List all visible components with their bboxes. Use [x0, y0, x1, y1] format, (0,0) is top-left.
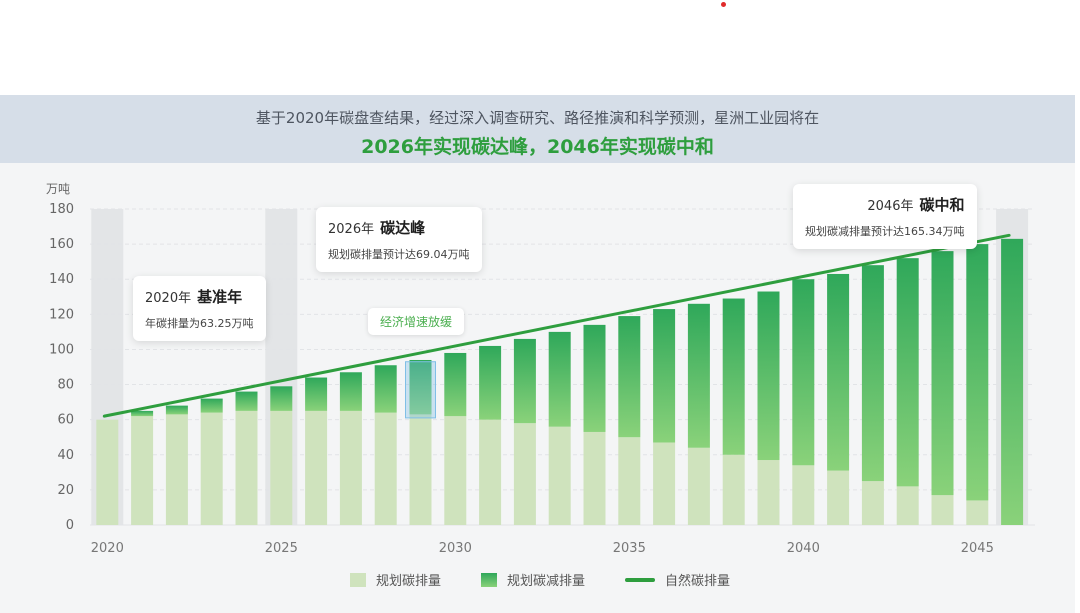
bar-reduction-2029 — [409, 359, 432, 415]
x-tick-label: 2030 — [439, 541, 472, 556]
bar-planned-2040 — [792, 465, 815, 525]
neutral-title: 碳中和 — [919, 196, 965, 214]
banner-subtitle: 基于2020年碳盘查结果，经过深入调查研究、路径推演和科学预测，星洲工业园将在 — [255, 109, 820, 127]
bar-reduction-2030 — [444, 352, 467, 417]
peak-title: 碳达峰 — [380, 219, 426, 237]
slowdown-highlight-box — [405, 361, 436, 419]
legend-item-natural: 自然碳排量 — [625, 570, 730, 589]
bar-planned-2039 — [757, 460, 780, 525]
bar-planned-2030 — [444, 416, 467, 525]
bar-reduction-2046 — [1001, 238, 1024, 525]
base-year-label: 2020年 — [145, 291, 192, 306]
bar-reduction-2040 — [792, 279, 815, 466]
bar-planned-2037 — [687, 447, 710, 525]
bar-planned-2023 — [200, 412, 223, 525]
base-year-tooltip: 2020年 基准年 年碳排量为63.25万吨 — [133, 276, 266, 341]
bar-reduction-2024 — [235, 391, 258, 411]
bar-planned-2033 — [548, 426, 571, 525]
bar-reduction-2038 — [722, 298, 745, 455]
bar-planned-2026 — [305, 410, 328, 525]
y-tick-label: 0 — [66, 518, 74, 533]
bar-reduction-2042 — [861, 265, 884, 482]
bar-planned-2031 — [479, 419, 502, 525]
bar-planned-2021 — [131, 416, 154, 525]
legend-label-reduction: 规划碳减排量 — [506, 574, 585, 589]
neutral-tooltip: 2046年 碳中和 规划碳减排量预计达165.34万吨 — [793, 184, 977, 249]
x-tick-label: 2035 — [613, 541, 646, 556]
red-dot-marker — [721, 2, 726, 7]
x-tick-label: 2020 — [91, 541, 124, 556]
base-year-desc: 年碳排量为63.25万吨 — [145, 317, 254, 330]
bar-planned-2036 — [653, 442, 676, 525]
bar-reduction-2041 — [827, 273, 850, 471]
x-tick-label: 2045 — [961, 541, 994, 556]
legend-swatch-natural — [625, 577, 655, 582]
legend-label-planned: 规划碳排量 — [375, 574, 441, 589]
bar-planned-2043 — [896, 486, 919, 525]
bar-reduction-2033 — [548, 331, 571, 427]
bar-planned-2038 — [722, 454, 745, 525]
y-axis-unit: 万吨 — [46, 182, 70, 196]
bar-reduction-2043 — [896, 258, 919, 487]
bar-planned-2029 — [409, 414, 432, 525]
bar-reduction-2044 — [931, 251, 954, 496]
y-tick-label: 160 — [49, 237, 74, 252]
bar-reduction-2032 — [513, 338, 536, 424]
y-tick-label: 180 — [49, 202, 74, 217]
bar-planned-2035 — [618, 437, 641, 525]
bar-planned-2020 — [96, 419, 119, 525]
bar-reduction-2045 — [966, 244, 989, 501]
y-tick-label: 120 — [49, 307, 74, 322]
bar-reduction-2039 — [757, 291, 780, 461]
bar-reduction-2027 — [339, 372, 362, 411]
bar-reduction-2036 — [653, 309, 676, 443]
y-tick-label: 80 — [57, 378, 74, 393]
bar-planned-2045 — [966, 500, 989, 525]
legend-label-natural: 自然碳排量 — [665, 574, 731, 589]
bar-reduction-2031 — [479, 345, 502, 420]
neutral-year-label: 2046年 — [867, 199, 914, 214]
x-tick-label: 2025 — [265, 541, 298, 556]
neutral-desc: 规划碳减排量预计达165.34万吨 — [805, 225, 965, 238]
y-tick-label: 40 — [57, 448, 74, 463]
y-tick-label: 60 — [57, 413, 74, 428]
bar-reduction-2022 — [165, 405, 188, 415]
bar-reduction-2026 — [305, 377, 328, 411]
legend-swatch-reduction — [480, 572, 497, 587]
bar-planned-2032 — [513, 423, 536, 525]
chart-legend: 规划碳排量 规划碳减排量 自然碳排量 — [0, 570, 1080, 589]
bar-reduction-2034 — [583, 324, 606, 432]
bar-planned-2025 — [270, 410, 293, 525]
peak-desc: 规划碳排量预计达69.04万吨 — [328, 248, 470, 261]
bar-planned-2044 — [931, 495, 954, 525]
y-tick-label: 140 — [49, 272, 74, 287]
legend-item-reduction: 规划碳减排量 — [480, 570, 585, 589]
y-tick-label: 100 — [49, 342, 74, 357]
banner-headline: 2026年实现碳达峰，2046年实现碳中和 — [361, 136, 714, 158]
bar-reduction-2037 — [687, 303, 710, 448]
y-tick-label: 20 — [57, 483, 74, 498]
bar-planned-2028 — [374, 412, 397, 525]
bar-reduction-2023 — [200, 398, 223, 413]
peak-tooltip: 2026年 碳达峰 规划碳排量预计达69.04万吨 — [316, 207, 482, 272]
bar-planned-2041 — [827, 470, 850, 525]
bar-reduction-2025 — [270, 386, 293, 411]
natural-emission-line — [102, 233, 1011, 418]
bar-planned-2027 — [339, 410, 362, 525]
peak-year-label: 2026年 — [328, 222, 375, 237]
bar-planned-2042 — [861, 481, 884, 525]
summary-banner: 基于2020年碳盘查结果，经过深入调查研究、路径推演和科学预测，星洲工业园将在 … — [0, 95, 1075, 163]
bar-planned-2034 — [583, 431, 606, 525]
bar-reduction-2035 — [618, 316, 641, 438]
x-tick-label: 2040 — [787, 541, 820, 556]
slowdown-label: 经济增速放缓 — [368, 308, 465, 335]
bar-planned-2022 — [165, 414, 188, 525]
bar-reduction-2021 — [131, 410, 154, 417]
bar-planned-2024 — [235, 410, 258, 525]
legend-swatch-planned — [349, 572, 366, 587]
bar-reduction-2028 — [374, 365, 397, 413]
base-year-title: 基准年 — [197, 288, 243, 306]
legend-item-planned: 规划碳排量 — [349, 570, 441, 589]
